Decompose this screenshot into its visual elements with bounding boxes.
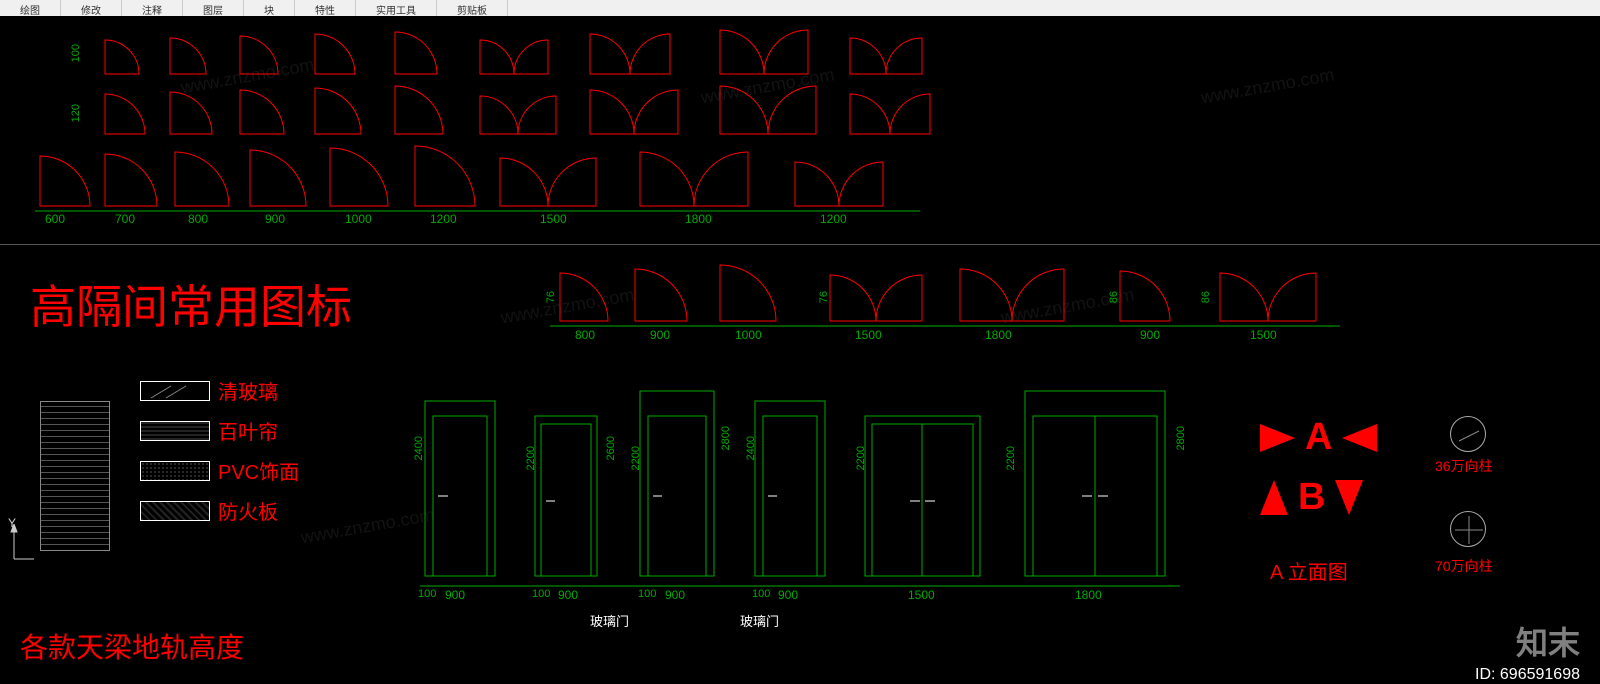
dim-ev-2400b: 2400 — [745, 436, 757, 460]
dim-mid-1500b: 1500 — [1250, 328, 1277, 342]
dim-w-1200: 1200 — [430, 212, 457, 226]
section-b-marker: B — [1260, 476, 1363, 519]
col70-label: 70万向柱 — [1435, 556, 1493, 576]
mid-door-arcs — [540, 251, 1540, 351]
tb-util[interactable]: 实用工具 — [356, 0, 437, 16]
page-title: 高隔间常用图标 — [30, 271, 352, 337]
ribbon-toolbar: 绘图 修改 注释 图层 块 特性 实用工具 剪贴板 — [0, 0, 1600, 16]
dim-mid-h2: 76 — [818, 291, 830, 303]
section-divider — [0, 244, 1600, 245]
arrow-right-icon — [1260, 424, 1295, 452]
top-door-arcs — [0, 16, 1000, 246]
glass-door-label-1: 玻璃门 — [590, 611, 629, 630]
dim-mid-800: 800 — [575, 328, 595, 342]
dim-ev-2200d: 2200 — [1005, 446, 1017, 470]
section-a-marker: A — [1260, 416, 1377, 459]
dim-ev-2200c: 2200 — [855, 446, 867, 470]
legend-glass-label: 清玻璃 — [218, 376, 278, 405]
dim-mid-h1: 76 — [545, 291, 557, 303]
dim-ew-3: 900 — [665, 588, 685, 602]
glass-door-label-2: 玻璃门 — [740, 611, 779, 630]
dim-ew-2: 900 — [558, 588, 578, 602]
dim-h-120: 120 — [70, 104, 82, 122]
dim-ev-2800a: 2800 — [720, 426, 732, 450]
blind-sample — [40, 401, 110, 551]
dim-w-1500: 1500 — [540, 212, 567, 226]
legend-fire-label: 防火板 — [218, 496, 278, 525]
dim-ew-5: 1500 — [908, 588, 935, 602]
tb-annotate[interactable]: 注释 — [122, 0, 183, 16]
dim-mid-900: 900 — [650, 328, 670, 342]
cad-canvas[interactable]: www.znzmo.com www.znzmo.com www.znzmo.co… — [0, 16, 1600, 684]
subtitle: 各款天梁地轨高度 — [20, 626, 244, 666]
swatch-fire — [140, 501, 210, 521]
image-id: ID: 696591698 — [1475, 666, 1580, 684]
dim-w-1000: 1000 — [345, 212, 372, 226]
dim-mid-1500: 1500 — [855, 328, 882, 342]
legend-pvc-label: PVC饰面 — [218, 456, 299, 485]
ucs-icon — [6, 524, 36, 564]
elevation-a-label: A 立面图 — [1270, 556, 1348, 585]
dim-ew-4: 900 — [778, 588, 798, 602]
tb-draw[interactable]: 绘图 — [0, 0, 61, 16]
swatch-glass — [140, 381, 210, 401]
swatch-blind — [140, 421, 210, 441]
dim-h-100: 100 — [70, 44, 82, 62]
dim-ev-2800b: 2800 — [1175, 426, 1187, 450]
dim-w-1200b: 1200 — [820, 212, 847, 226]
section-b-letter: B — [1298, 476, 1325, 519]
dim-side-1: 100 — [418, 588, 436, 600]
swatch-pvc — [140, 461, 210, 481]
tb-modify[interactable]: 修改 — [61, 0, 122, 16]
col70-symbol — [1450, 511, 1486, 547]
tb-block[interactable]: 块 — [244, 0, 295, 16]
legend-glass: 清玻璃 — [140, 376, 278, 405]
arrow-left-icon — [1342, 424, 1377, 452]
dim-mid-1800: 1800 — [985, 328, 1012, 342]
tb-props[interactable]: 特性 — [295, 0, 356, 16]
dim-mid-h4: 86 — [1200, 291, 1212, 303]
legend-fire: 防火板 — [140, 496, 278, 525]
dim-side-3: 100 — [638, 588, 656, 600]
dim-w-900: 900 — [265, 212, 285, 226]
legend-pvc: PVC饰面 — [140, 456, 299, 485]
arrow-down-icon — [1335, 480, 1363, 515]
dim-ev-2200b: 2200 — [630, 446, 642, 470]
brand-watermark: 知末 — [1516, 618, 1580, 664]
dim-w-600: 600 — [45, 212, 65, 226]
dim-w-700: 700 — [115, 212, 135, 226]
dim-mid-1000: 1000 — [735, 328, 762, 342]
dim-mid-h3: 86 — [1108, 291, 1120, 303]
dim-ev-2600: 2600 — [605, 436, 617, 460]
dim-w-1800: 1800 — [685, 212, 712, 226]
arrow-up-icon — [1260, 480, 1288, 515]
dim-side-2: 100 — [532, 588, 550, 600]
door-elevations — [400, 386, 1200, 616]
section-a-letter: A — [1305, 416, 1332, 459]
dim-ev-2400a: 2400 — [413, 436, 425, 460]
dim-mid-900b: 900 — [1140, 328, 1160, 342]
dim-ew-1: 900 — [445, 588, 465, 602]
col36-label: 36万向柱 — [1435, 456, 1493, 476]
tb-layer[interactable]: 图层 — [183, 0, 244, 16]
legend-blind-label: 百叶帘 — [218, 416, 278, 445]
tb-clip[interactable]: 剪贴板 — [437, 0, 508, 16]
dim-w-800: 800 — [188, 212, 208, 226]
dim-ew-6: 1800 — [1075, 588, 1102, 602]
dim-ev-2200a: 2200 — [525, 446, 537, 470]
watermark: www.znzmo.com — [1199, 64, 1336, 108]
legend-blind: 百叶帘 — [140, 416, 278, 445]
col36-symbol — [1450, 416, 1486, 452]
dim-side-4: 100 — [752, 588, 770, 600]
